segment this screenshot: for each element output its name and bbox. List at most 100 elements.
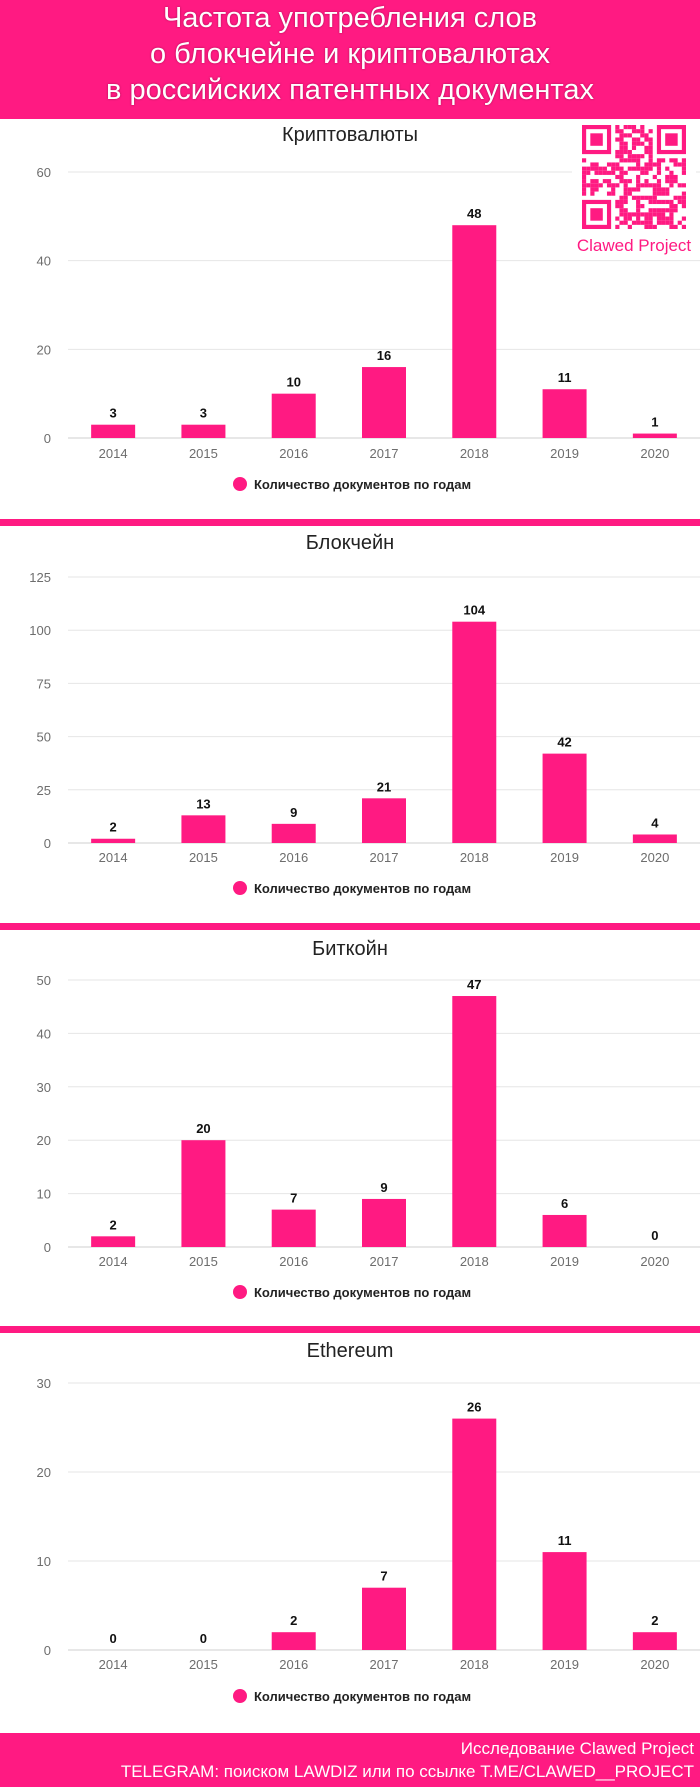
x-tick-label: 2020 (640, 850, 669, 865)
section-separator-1 (0, 519, 700, 526)
qr-module (582, 174, 587, 180)
qr-module (623, 208, 628, 213)
legend-label: Количество документов по годам (254, 1689, 471, 1704)
bar (452, 621, 497, 843)
qr-module (615, 129, 620, 134)
bar (271, 393, 316, 438)
qr-module (606, 170, 612, 175)
qr-module (681, 224, 686, 229)
data-label: 3 (110, 406, 117, 421)
qr-module (644, 212, 649, 217)
qr-module (636, 179, 641, 184)
data-label: 2 (110, 820, 117, 835)
qr-module (648, 195, 653, 200)
qr-module (627, 154, 632, 159)
qr-module (582, 170, 587, 175)
x-tick-label: 2017 (370, 1254, 399, 1269)
qr-module (681, 199, 686, 205)
qr-module (644, 137, 649, 142)
footer-banner: Исследование Clawed Project TELEGRAM: по… (0, 1733, 700, 1787)
qr-module (669, 179, 674, 184)
legend-marker (233, 1689, 247, 1703)
qr-module (611, 170, 616, 175)
qr-module (673, 158, 678, 163)
bar (542, 1552, 587, 1650)
chart-blockchain: Блокчейн 0 25 50 75 100 125 2 2014 13 2015 9 2016 21 2… (0, 526, 700, 923)
qr-module (661, 216, 666, 221)
qr-module (619, 179, 624, 184)
qr-module (615, 166, 620, 171)
qr-module (590, 191, 595, 196)
qr-module (594, 166, 599, 171)
qr-module (644, 149, 649, 155)
qr-module (627, 158, 632, 163)
data-label: 47 (467, 977, 481, 992)
qr-module (652, 187, 657, 192)
y-tick-label: 10 (37, 1187, 51, 1202)
qr-module (648, 216, 653, 221)
qr-module (631, 195, 637, 200)
qr-module (644, 145, 649, 150)
qr-module (615, 154, 620, 159)
data-label: 3 (200, 406, 207, 421)
qr-module (627, 149, 632, 155)
y-tick-label: 20 (37, 1133, 51, 1148)
bar (271, 1632, 316, 1650)
x-tick-label: 2020 (640, 1657, 669, 1672)
qr-module (644, 195, 649, 200)
y-tick-label: 30 (37, 1080, 51, 1095)
qr-module (644, 224, 649, 229)
chart-title: Блокчейн (306, 532, 394, 554)
qr-module (661, 158, 666, 163)
bar (632, 433, 677, 438)
data-label: 6 (561, 1196, 568, 1211)
qr-module (623, 158, 628, 163)
qr-module (619, 212, 624, 217)
qr-module (644, 179, 649, 184)
qr-module (606, 191, 612, 196)
qr-module (681, 216, 686, 221)
chart-title: Криптовалюты (282, 124, 418, 146)
qr-finder-core (590, 133, 603, 146)
bar (452, 996, 497, 1247)
qr-module (631, 141, 637, 146)
qr-module (648, 137, 653, 142)
qr-module (648, 220, 653, 225)
qr-module (619, 166, 624, 171)
qr-module (611, 166, 616, 171)
x-tick-label: 2015 (189, 850, 218, 865)
qr-module (586, 170, 591, 175)
qr-module (681, 191, 686, 196)
qr-finder-core (590, 208, 603, 221)
qr-module (631, 125, 637, 130)
y-tick-label: 0 (44, 836, 51, 851)
legend-marker (233, 881, 247, 895)
qr-module (627, 179, 632, 184)
qr-module (619, 195, 624, 200)
bar (362, 367, 406, 438)
qr-module (665, 208, 670, 213)
qr-module (602, 170, 607, 175)
qr-module (611, 162, 616, 167)
qr-module (582, 191, 587, 196)
qr-module (615, 125, 620, 130)
qr-module (669, 220, 674, 225)
y-tick-label: 25 (37, 783, 51, 798)
qr-module (656, 212, 662, 217)
data-label: 48 (467, 206, 481, 221)
qr-module (644, 220, 649, 225)
y-tick-label: 100 (29, 623, 51, 638)
qr-module (636, 154, 641, 159)
qr-code-block: Clawed Project (572, 123, 696, 259)
qr-module (677, 183, 682, 188)
bar (542, 389, 587, 438)
qr-module (590, 166, 595, 171)
qr-module (656, 158, 662, 163)
qr-module (623, 125, 628, 130)
section-separator-2 (0, 923, 700, 930)
qr-module (627, 224, 632, 229)
data-label: 7 (290, 1191, 297, 1206)
chart-title: Биткойн (312, 938, 388, 960)
qr-module (665, 179, 670, 184)
qr-module (669, 183, 674, 188)
